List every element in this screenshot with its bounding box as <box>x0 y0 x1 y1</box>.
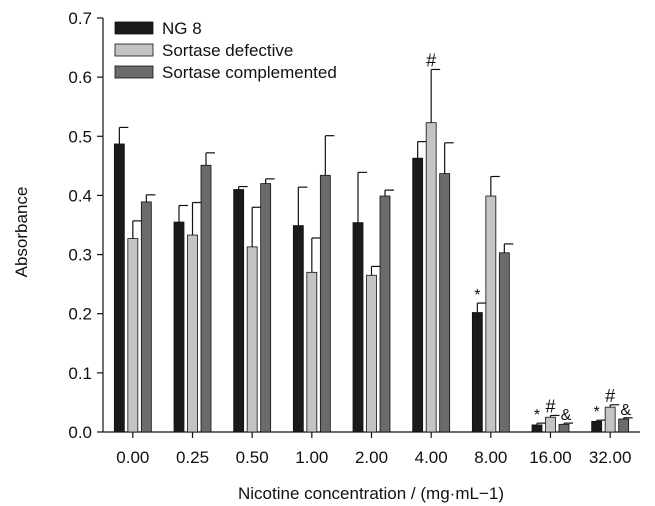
bar <box>306 271 318 433</box>
x-tick-label: 4.00 <box>415 448 448 467</box>
bar <box>113 143 125 433</box>
x-tick-label: 0.50 <box>236 448 269 467</box>
bar <box>292 225 304 433</box>
bar <box>173 221 185 433</box>
legend-swatch <box>114 65 154 79</box>
significance-marker: # <box>426 50 436 70</box>
legend-swatch <box>114 43 154 57</box>
significance-marker: * <box>594 404 600 421</box>
y-tick-label: 0.5 <box>68 127 92 146</box>
legend: NG 8 Sortase defective Sortase complemente… <box>114 19 337 82</box>
bar <box>140 201 152 433</box>
bar <box>498 252 510 433</box>
x-axis-title: Nicotine concentration / (mg·mL−1) <box>238 484 504 503</box>
bar <box>260 183 272 433</box>
bar <box>379 195 391 433</box>
bar <box>531 424 543 433</box>
y-tick-label: 0.4 <box>68 186 92 205</box>
y-tick-label: 0.3 <box>68 246 92 265</box>
y-tick-label: 0.0 <box>68 423 92 442</box>
bar <box>127 238 139 433</box>
bar <box>246 246 258 433</box>
y-tick-label: 0.6 <box>68 68 92 87</box>
bar <box>471 312 483 433</box>
bar <box>352 222 364 433</box>
bar <box>187 234 198 433</box>
legend-label: Sortase defective <box>162 41 293 60</box>
x-tick-label: 16.00 <box>529 448 572 467</box>
x-tick-label: 0.25 <box>176 448 209 467</box>
annotations: #** # & *#& <box>426 50 631 424</box>
bar <box>591 420 603 433</box>
x-tick-label: 2.00 <box>355 448 388 467</box>
y-tick-label: 0.7 <box>68 9 92 28</box>
axes: 0.0 0.1 0.2 0.3 0.4 0.5 0.6 0.7 0.00 0.25 0.50 1.00… <box>68 9 640 467</box>
bar <box>319 174 331 433</box>
x-tick-label: 32.00 <box>589 448 632 467</box>
significance-marker: # <box>605 386 615 406</box>
legend-label: Sortase complemented <box>162 63 337 82</box>
significance-marker: # <box>545 396 555 416</box>
y-tick-label: 0.2 <box>68 305 92 324</box>
significance-marker: & <box>620 402 631 419</box>
x-tick-label: 1.00 <box>295 448 328 467</box>
legend-label: NG 8 <box>162 19 202 38</box>
significance-marker: * <box>474 287 480 304</box>
bar <box>604 406 616 433</box>
bar <box>200 164 212 433</box>
y-tick-label: 0.1 <box>68 364 92 383</box>
bars <box>113 68 633 433</box>
significance-marker: * <box>534 407 540 424</box>
x-tick-label: 0.00 <box>116 448 149 467</box>
bar <box>366 274 377 433</box>
bar <box>439 173 451 433</box>
x-tick-label: 8.00 <box>474 448 507 467</box>
bar <box>485 195 497 433</box>
bar <box>412 157 424 433</box>
legend-swatch <box>114 21 154 35</box>
bar <box>425 122 437 433</box>
bar <box>233 189 245 433</box>
bar <box>618 418 630 433</box>
significance-marker: & <box>561 407 572 424</box>
y-axis-title: Absorbance <box>12 187 31 278</box>
bar <box>545 416 556 433</box>
bar <box>558 423 570 433</box>
